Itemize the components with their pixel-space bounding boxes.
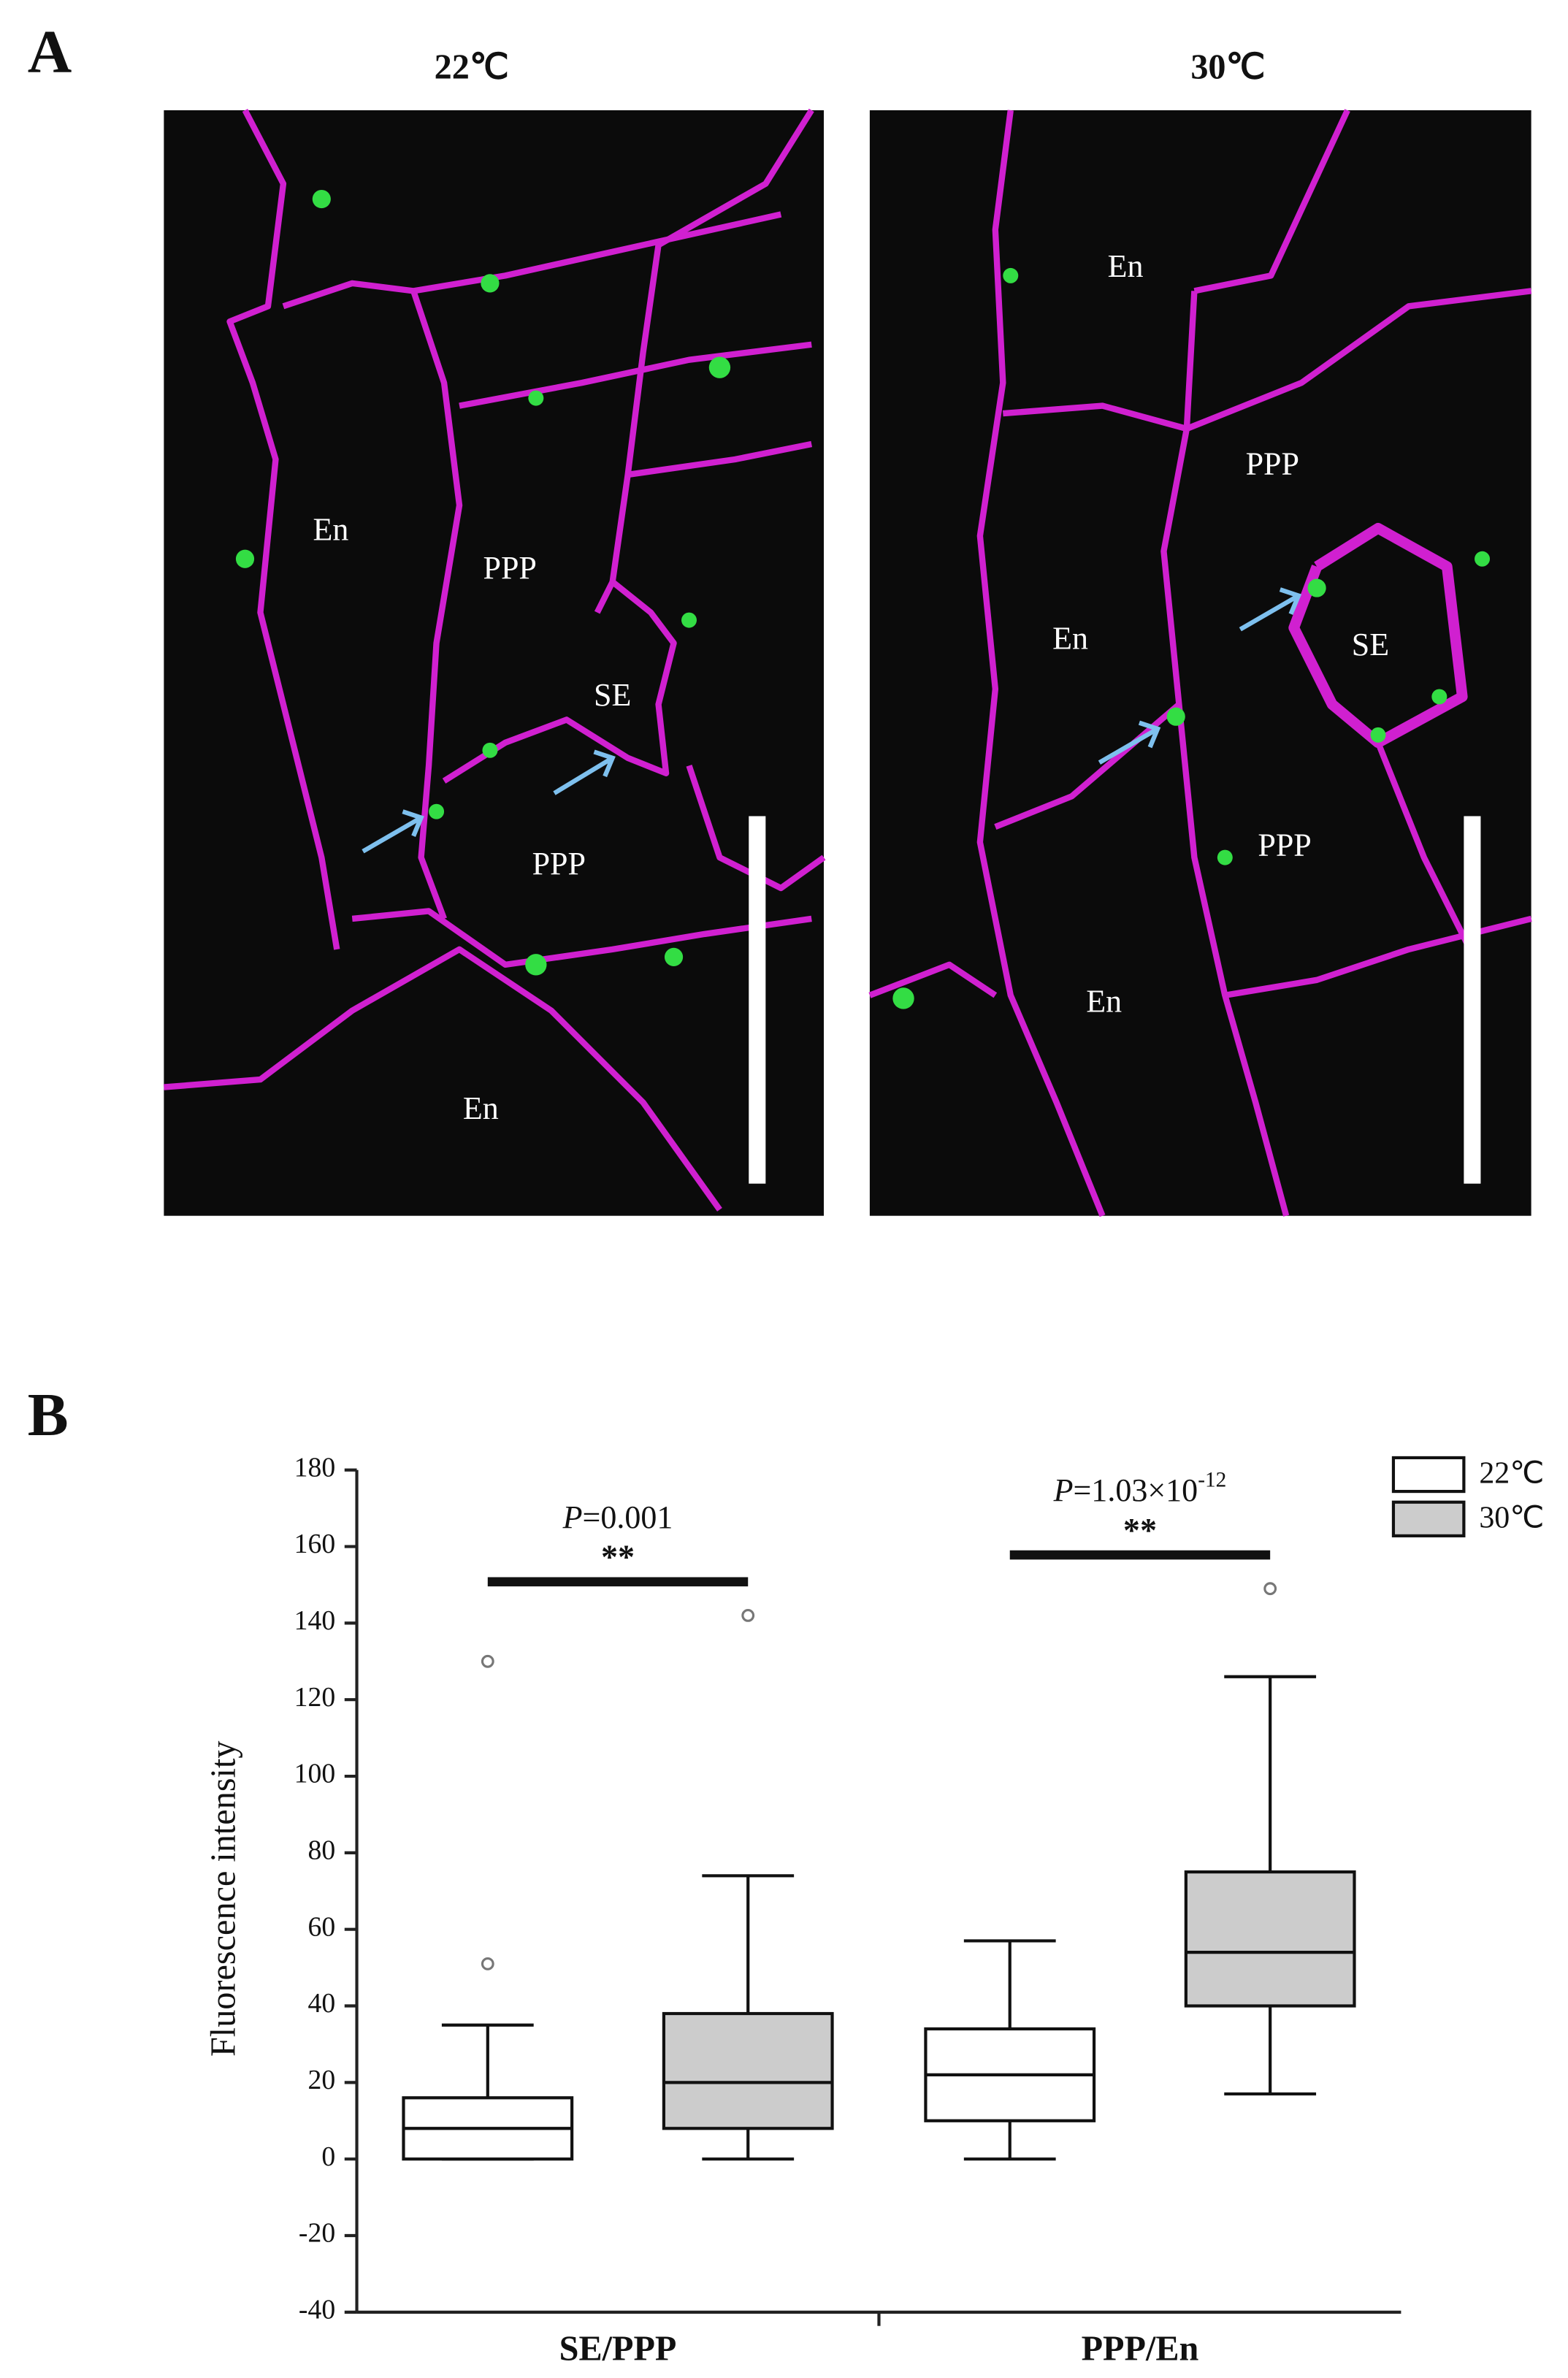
y-tick-label: 0 (321, 2141, 335, 2172)
y-tick-label: 100 (294, 1759, 336, 1789)
cell-label: PPP (532, 846, 586, 882)
y-tick-label: 40 (307, 1988, 335, 2019)
box (1184, 1870, 1356, 2008)
cell-label: En (1086, 983, 1122, 1019)
y-tick-label: 120 (294, 1682, 336, 1713)
y-tick-label: -20 (299, 2218, 335, 2249)
legend-swatch (1391, 1456, 1466, 1494)
y-tick-label: 180 (294, 1452, 336, 1483)
image-title: 30℃ (1190, 48, 1265, 87)
outlier (481, 1654, 494, 1668)
legend-label: 22℃ (1479, 1457, 1544, 1491)
p-value: P=1.03×10-12 (1053, 1468, 1227, 1508)
p-symbol: P (1053, 1472, 1074, 1508)
outlier (1263, 1582, 1277, 1596)
legend-swatch (1391, 1500, 1466, 1537)
significance-stars: ** (1123, 1511, 1157, 1548)
y-tick-label: 160 (294, 1529, 336, 1559)
p-symbol: P (562, 1499, 583, 1535)
panel-label: B (28, 1381, 69, 1449)
cell-label: En (1108, 248, 1144, 284)
outlier (481, 1957, 494, 1970)
panel-label: A (28, 18, 72, 86)
cell-label: PPP (1246, 446, 1299, 482)
cell-label: SE (594, 677, 631, 713)
p-value: P=0.001 (562, 1499, 673, 1535)
significance-stars: ** (601, 1538, 635, 1575)
y-tick-label: 80 (307, 1835, 335, 1866)
box (662, 2011, 834, 2130)
y-axis-label: Fluorescence intensity (204, 1741, 242, 2057)
y-tick-label: -40 (299, 2295, 335, 2325)
cell-label: En (1052, 621, 1088, 657)
cell-label: PPP (1258, 827, 1311, 863)
y-tick-label: 20 (307, 2065, 335, 2095)
y-tick-label: 140 (294, 1605, 336, 1636)
cell-label: PPP (483, 550, 536, 586)
x-tick-label: SE/PPP (559, 2329, 677, 2368)
cell-label: En (313, 512, 348, 548)
cell-label: En (463, 1090, 499, 1126)
p-text: =0.001 (583, 1499, 673, 1535)
image-title: 22℃ (435, 48, 509, 87)
outlier (741, 1608, 755, 1622)
micrograph (868, 109, 1532, 1217)
p-superscript: -12 (1198, 1468, 1226, 1491)
legend-label: 30℃ (1479, 1502, 1544, 1535)
cell-label: SE (1352, 627, 1389, 662)
p-text: =1.03×10 (1073, 1472, 1198, 1508)
micrograph (164, 108, 826, 1216)
x-tick-label: PPP/En (1082, 2329, 1199, 2368)
y-tick-label: 60 (307, 1911, 335, 1942)
